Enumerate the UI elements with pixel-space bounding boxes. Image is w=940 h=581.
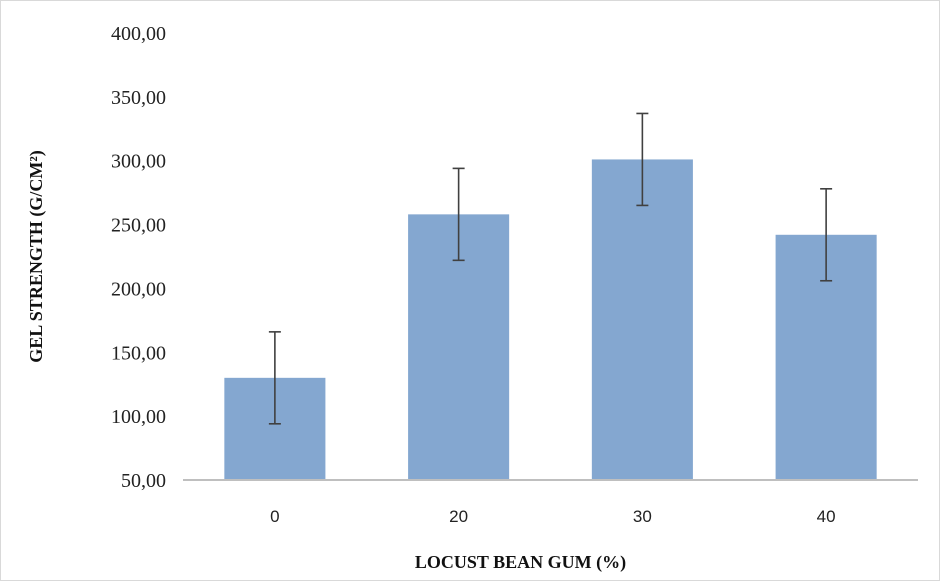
x-tick-labels: 0 20 30 40 — [270, 507, 835, 526]
x-axis-title: LOCUST BEAN GUM (%) — [415, 552, 626, 573]
y-tick-label: 250,00 — [111, 215, 166, 237]
x-tick-label: 0 — [270, 507, 279, 526]
y-axis-title: GEL STRENGTH (G/CM²) — [26, 150, 47, 362]
error-bar-40 — [820, 188, 833, 282]
x-tick-label: 30 — [633, 507, 652, 526]
y-tick-label: 100,00 — [111, 406, 166, 428]
error-bars-group — [268, 112, 833, 425]
y-tick-label: 150,00 — [111, 342, 166, 364]
y-tick-label: 400,00 — [111, 23, 166, 45]
bar-30 — [591, 159, 693, 481]
error-bar-30 — [636, 112, 649, 207]
y-tick-label: 300,00 — [111, 151, 166, 173]
error-bar-20 — [452, 167, 465, 262]
x-tick-label: 40 — [817, 507, 836, 526]
y-tick-label: 350,00 — [111, 87, 166, 109]
y-tick-label: 50,00 — [121, 470, 166, 492]
y-tick-labels: 50,00 100,00 150,00 200,00 250,00 300,00 350,0… — [111, 23, 166, 492]
error-bar-0 — [268, 331, 281, 425]
bars-group — [224, 159, 877, 481]
x-tick-label: 20 — [449, 507, 468, 526]
y-tick-label: 200,00 — [111, 278, 166, 300]
